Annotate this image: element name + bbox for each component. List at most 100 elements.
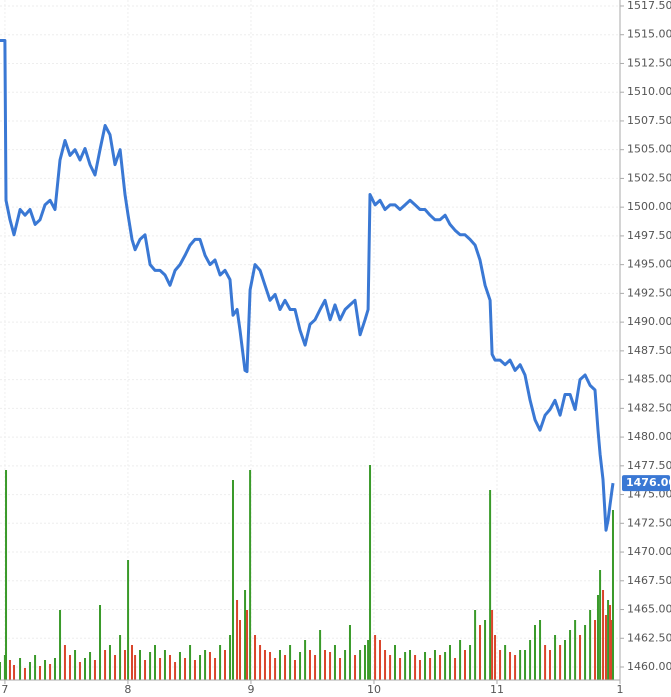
volume-bar <box>236 600 239 680</box>
volume-bar <box>278 650 281 680</box>
volume-bar <box>509 652 512 680</box>
volume-bar <box>78 662 81 680</box>
volume-bar <box>314 655 317 680</box>
volume-bar <box>549 650 552 680</box>
volume-bar <box>19 658 22 680</box>
y-tick-label: 1470.00 <box>627 545 671 558</box>
volume-bar <box>609 605 612 680</box>
volume-bar <box>23 668 26 680</box>
volume-bar <box>491 610 494 680</box>
volume-bar <box>494 635 497 680</box>
volume-bar <box>199 655 202 680</box>
volume-bar <box>529 640 532 680</box>
volume-bar <box>554 635 557 680</box>
volume-bar <box>214 658 217 680</box>
volume-bar <box>244 590 247 680</box>
volume-bar <box>499 650 502 680</box>
volume-bar <box>363 645 366 680</box>
volume-bar <box>38 666 41 680</box>
volume-bar <box>604 615 607 680</box>
x-tick-label: 8 <box>124 683 131 696</box>
y-tick-label: 1487.50 <box>627 344 671 357</box>
volume-bar <box>414 655 417 680</box>
volume-bar <box>594 620 597 680</box>
plot <box>0 39 615 532</box>
volume-bar <box>99 605 102 680</box>
volume-bar <box>144 660 147 680</box>
volume-bar <box>174 662 177 680</box>
volume-bar <box>229 635 232 680</box>
volume-bar <box>53 658 56 680</box>
volume-bar <box>564 640 567 680</box>
y-tick-label: 1477.50 <box>627 459 671 472</box>
volume-bar <box>584 625 587 680</box>
volume-bar <box>299 652 302 680</box>
volume-bar <box>68 655 71 680</box>
x-tick-label: 11 <box>490 683 504 696</box>
volume-bar <box>246 610 249 680</box>
volume-bar <box>184 658 187 680</box>
volume-bar <box>474 610 477 680</box>
volume-bar <box>269 652 272 680</box>
y-tick-label: 1500.00 <box>627 200 671 213</box>
y-tick-label: 1515.00 <box>627 28 671 41</box>
volume-bar <box>574 620 577 680</box>
volume-bar <box>13 665 16 680</box>
volume-bar <box>324 650 327 680</box>
y-tick-label: 1485.00 <box>627 373 671 386</box>
volume-bar <box>259 645 262 680</box>
volume-bar <box>344 650 347 680</box>
volume-bar <box>394 645 397 680</box>
volume-bar <box>93 660 96 680</box>
volume-bar <box>611 510 614 680</box>
volume-bar <box>149 652 152 680</box>
volume-bar <box>429 658 432 680</box>
x-tick-label: 10 <box>367 683 381 696</box>
volume-bar <box>84 658 87 680</box>
volume-bar <box>108 645 111 680</box>
volume-bar <box>569 630 572 680</box>
volume-bar <box>304 640 307 680</box>
volume-bar <box>559 645 562 680</box>
y-tick-label: 1482.50 <box>627 401 671 414</box>
volume-bar <box>104 650 107 680</box>
volume-bar <box>49 664 52 680</box>
volume-bar <box>533 625 536 680</box>
x-tick-label: 7 <box>1 683 8 696</box>
volume-bar <box>284 655 287 680</box>
volume-bar <box>504 645 507 680</box>
volume-bar <box>34 655 37 680</box>
volume-bar <box>134 655 137 680</box>
volume-bar <box>519 650 522 680</box>
volume-bar <box>154 645 156 680</box>
volume-bar <box>231 480 234 680</box>
volume-bar <box>208 652 211 680</box>
y-tick-label: 1502.50 <box>627 171 671 184</box>
y-tick-label: 1495.00 <box>627 258 671 271</box>
volume-bar <box>418 660 421 680</box>
volume-bar <box>59 610 62 680</box>
volume-bar <box>459 640 462 680</box>
volume-bar <box>123 650 126 680</box>
y-tick-label: 1460.00 <box>627 660 671 673</box>
volume-bar <box>138 650 141 680</box>
volume-bar <box>44 660 47 680</box>
volume-bar <box>424 652 427 680</box>
volume-bar <box>293 660 296 680</box>
y-tick-label: 1465.00 <box>627 603 671 616</box>
volume-bar <box>169 655 172 680</box>
y-tick-label: 1492.50 <box>627 286 671 299</box>
volume-bar <box>514 655 517 680</box>
volume-bar <box>444 652 447 680</box>
volume-bar <box>159 658 162 680</box>
y-tick-label: 1512.50 <box>627 56 671 69</box>
volume-bar <box>333 645 336 680</box>
volume-bar <box>479 625 482 680</box>
volume-bar <box>539 620 542 680</box>
y-tick-label: 1480.00 <box>627 430 671 443</box>
volume-bar <box>189 645 192 680</box>
volume-bar <box>579 635 582 680</box>
volume-bar <box>378 640 381 680</box>
